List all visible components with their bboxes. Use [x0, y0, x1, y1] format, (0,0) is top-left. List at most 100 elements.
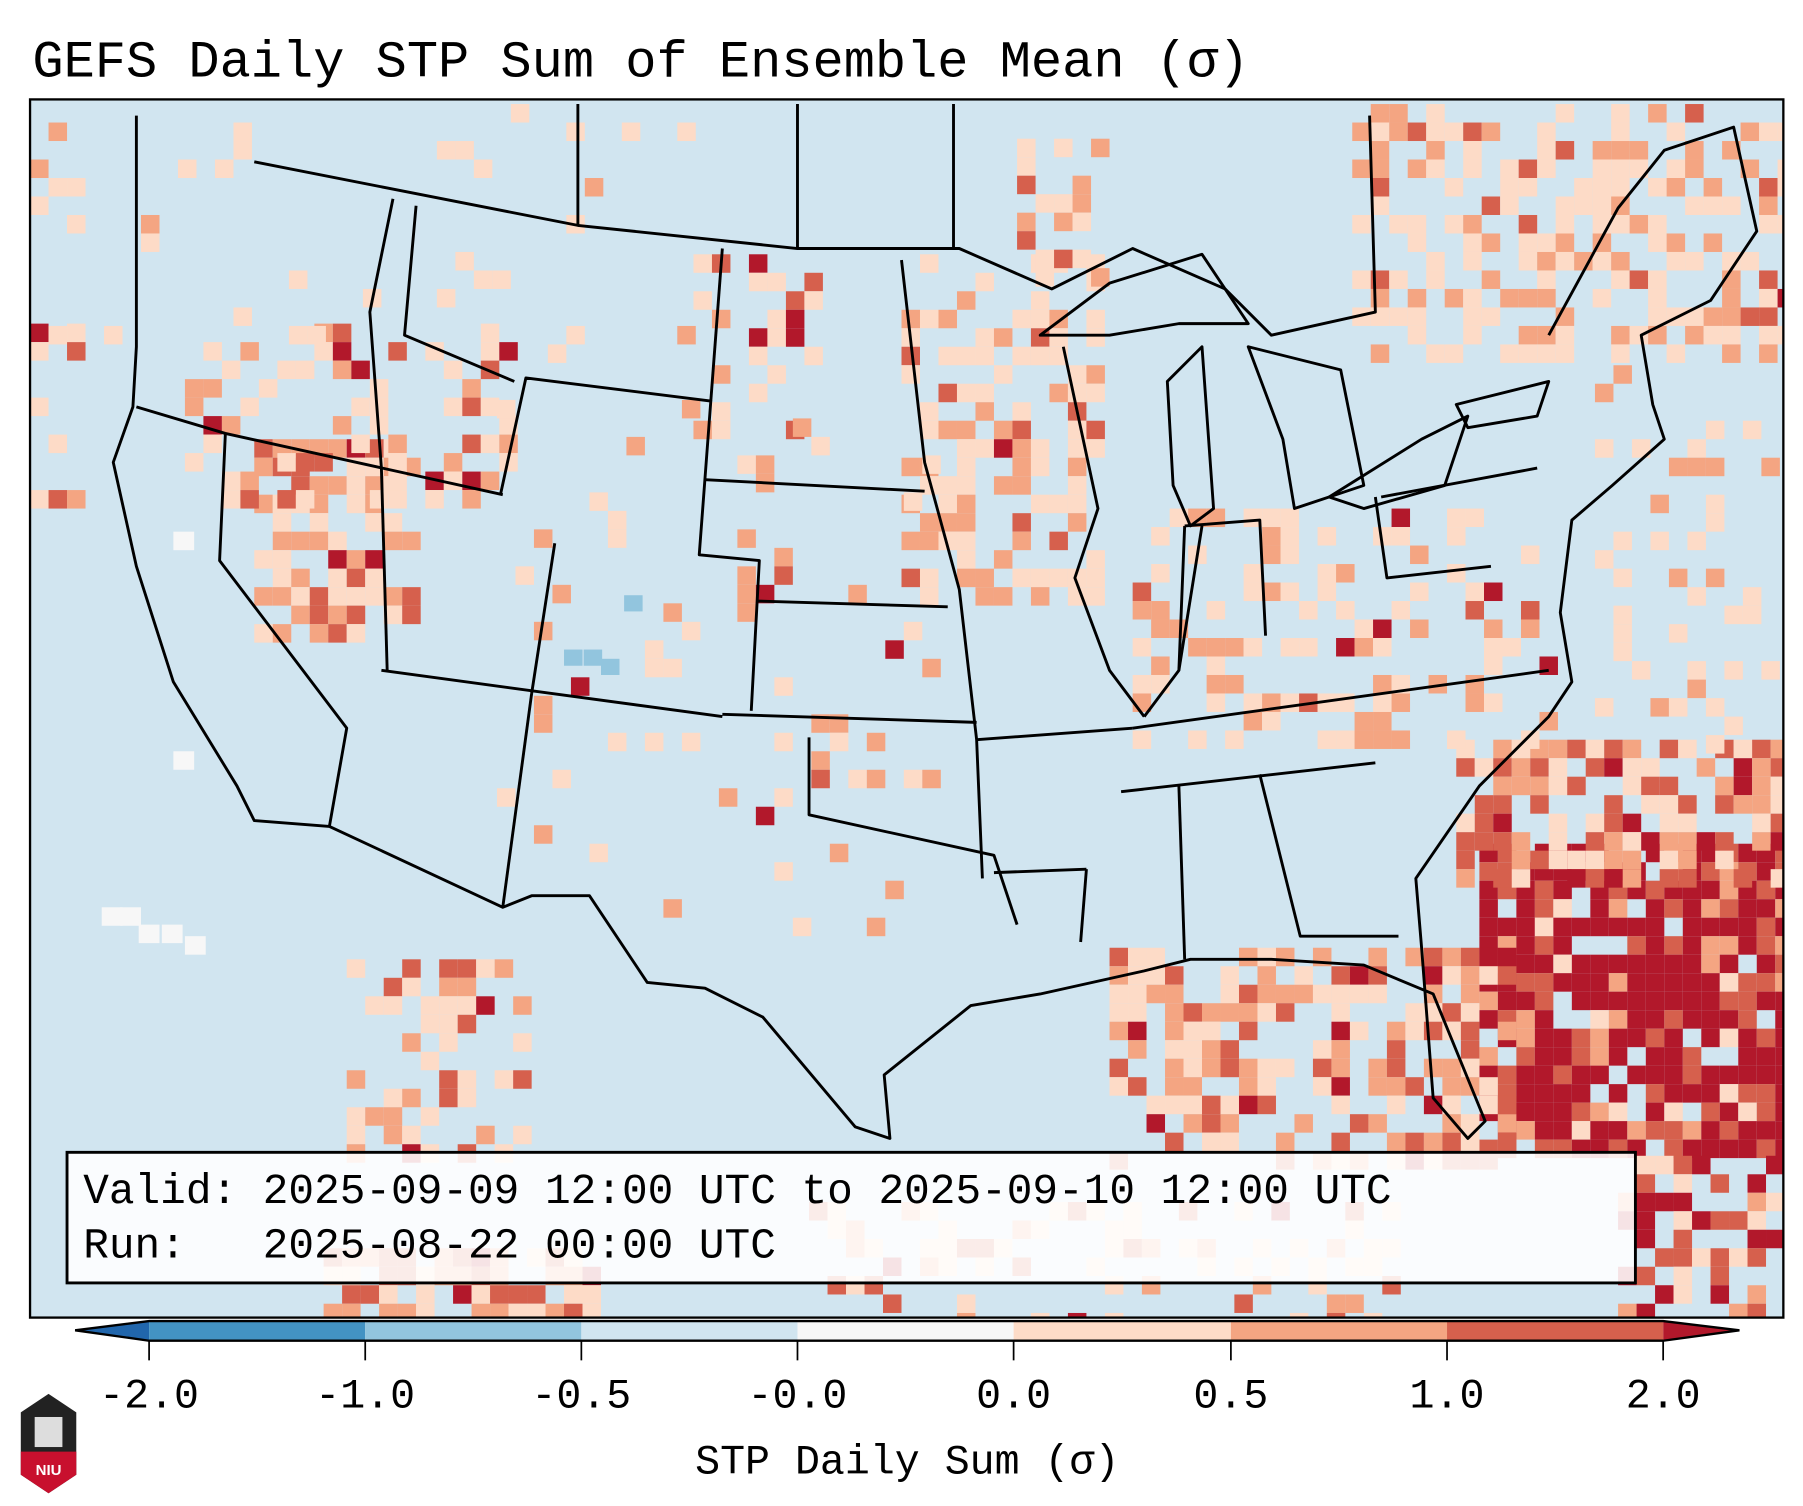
stp-cell: [1460, 947, 1480, 967]
stp-cell: [383, 1125, 403, 1145]
stp-cell: [1146, 947, 1166, 967]
stp-cell: [1030, 291, 1050, 310]
stp-cell: [1243, 564, 1263, 583]
stp-cell: [1537, 122, 1556, 142]
stp-cell: [1673, 1248, 1693, 1267]
stp-cell: [1618, 1303, 1637, 1318]
stp-cell: [443, 360, 463, 380]
stp-cell: [1493, 776, 1512, 796]
stp-cell: [1627, 936, 1646, 955]
stp-cell: [1442, 1132, 1461, 1152]
stp-cell: [774, 566, 793, 585]
stp-cell: [1682, 973, 1702, 992]
stp-cell: [1738, 917, 1757, 937]
stp-cell: [1553, 899, 1572, 918]
stp-cell: [1622, 869, 1642, 888]
stp-cell: [1747, 1174, 1767, 1193]
colorbar-tick-label: -1.0: [315, 1374, 415, 1421]
stp-cell: [1444, 122, 1464, 142]
stp-cell: [1030, 309, 1050, 329]
stp-cell: [360, 1285, 380, 1304]
stp-cell: [1370, 307, 1390, 326]
stp-cell: [1645, 1047, 1665, 1066]
stp-cell: [533, 529, 553, 548]
stp-cell: [388, 434, 407, 454]
stp-cell: [919, 254, 939, 273]
stp-cell: [1493, 869, 1512, 888]
border-line: [381, 668, 723, 719]
stp-cell: [1604, 813, 1623, 833]
stp-cell: [1345, 1294, 1364, 1313]
stp-cell: [346, 1125, 366, 1145]
stp-cell: [1571, 1047, 1591, 1066]
stp-cell: [1086, 550, 1105, 569]
stp-cell: [1500, 288, 1519, 308]
stp-cell: [1049, 328, 1068, 347]
border-line: [253, 115, 1377, 337]
stp-cell: [1682, 1121, 1702, 1140]
stp-cell: [1479, 899, 1498, 918]
stp-cell: [1165, 1095, 1184, 1115]
stp-cell: [1349, 984, 1369, 1004]
stp-cell: [420, 996, 440, 1015]
stp-cell: [711, 402, 731, 421]
stp-cell: [365, 587, 384, 606]
stp-cell: [277, 453, 296, 472]
map-frame: [28, 98, 1785, 1319]
stp-cell: [1109, 1021, 1129, 1041]
stp-cell: [1012, 439, 1031, 458]
stp-cell: [956, 568, 976, 588]
stp-cell: [233, 122, 252, 142]
stp-cell: [309, 605, 329, 625]
stp-cell: [1086, 309, 1105, 329]
stp-cell: [1701, 973, 1720, 992]
stp-cell: [1331, 1077, 1350, 1096]
stp-cell: [1655, 1248, 1674, 1267]
stp-cell: [901, 568, 920, 588]
stp-cell: [1648, 307, 1667, 326]
stp-cell: [436, 141, 456, 160]
stp-cell: [1317, 527, 1337, 546]
stp-cell: [351, 434, 370, 454]
stp-cell: [1622, 832, 1642, 851]
stp-cell: [473, 270, 493, 289]
stp-cell: [1710, 1174, 1730, 1193]
stp-cell: [1611, 251, 1630, 271]
stp-cell: [1354, 730, 1374, 749]
stp-cell: [903, 769, 923, 789]
stp-cell: [1553, 1047, 1572, 1066]
great-lake: [1454, 379, 1551, 430]
stp-cell: [748, 254, 768, 273]
stp-cell: [1012, 568, 1031, 588]
stp-cell: [1701, 1121, 1720, 1140]
stp-cell: [1067, 568, 1087, 588]
stp-cell: [1352, 214, 1371, 234]
stp-cell: [416, 1285, 435, 1304]
stp-cell: [1017, 157, 1036, 176]
stp-cell: [1645, 1010, 1665, 1029]
stp-cell: [938, 494, 957, 514]
stp-cell: [1759, 196, 1778, 215]
stp-cell: [1738, 1047, 1757, 1066]
stp-cell: [1206, 674, 1226, 694]
stp-cell: [1067, 494, 1087, 514]
stp-cell: [1426, 270, 1445, 289]
stp-cell: [1017, 212, 1036, 232]
stp-cell: [1370, 344, 1390, 363]
stp-cell: [1257, 966, 1276, 985]
stp-cell: [767, 365, 786, 384]
stp-cell: [1655, 1192, 1674, 1212]
border-line: [807, 737, 1019, 926]
stp-cell: [455, 141, 474, 160]
stp-cell: [748, 272, 768, 292]
stp-cell: [1645, 1028, 1665, 1048]
stp-cell: [1641, 776, 1660, 796]
border-line: [1132, 668, 1549, 730]
stp-cell: [1766, 1229, 1784, 1249]
stp-cell: [1497, 1095, 1517, 1115]
stp-cell: [1331, 966, 1350, 985]
stp-cell: [346, 624, 366, 643]
stp-cell: [1682, 917, 1702, 937]
stp-cell: [1109, 1003, 1129, 1022]
stp-cell: [1703, 307, 1723, 326]
